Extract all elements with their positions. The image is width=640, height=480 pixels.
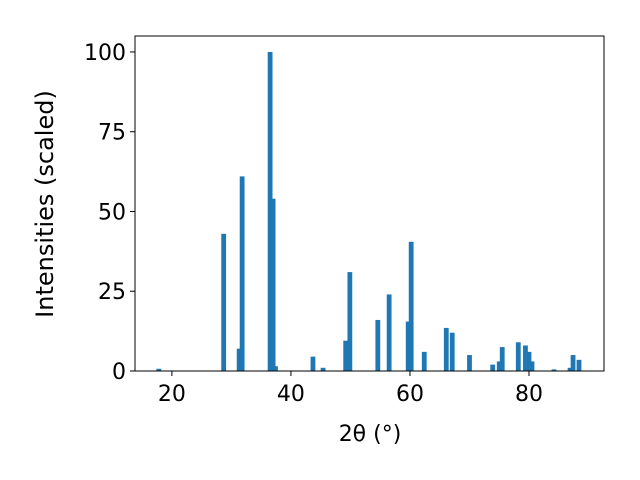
- y-tick-label: 25: [98, 280, 126, 305]
- x-axis-label: 2θ (°): [339, 422, 402, 447]
- x-tick-label: 20: [158, 382, 186, 407]
- bar: [526, 351, 532, 371]
- bar: [310, 356, 316, 371]
- bar: [570, 355, 576, 371]
- y-tick-label: 75: [98, 121, 126, 146]
- bar: [551, 369, 557, 371]
- bar: [529, 361, 535, 371]
- bar: [449, 332, 455, 371]
- bar: [236, 348, 242, 371]
- bar: [567, 367, 573, 371]
- bar: [156, 368, 162, 371]
- bar: [443, 327, 449, 371]
- y-tick-label: 100: [84, 41, 126, 66]
- y-axis-label: Intensities (scaled): [31, 90, 59, 318]
- x-tick-label: 60: [396, 382, 424, 407]
- bar: [343, 340, 349, 371]
- bar: [386, 294, 392, 371]
- bar: [347, 272, 353, 371]
- bar: [221, 233, 227, 371]
- bar: [421, 351, 427, 371]
- bar: [490, 364, 496, 371]
- bar: [239, 176, 245, 371]
- bar: [467, 355, 472, 371]
- bar: [499, 347, 505, 371]
- x-tick-label: 80: [515, 382, 543, 407]
- bar: [515, 342, 521, 371]
- bar: [320, 367, 326, 371]
- bar: [405, 321, 411, 371]
- bar: [273, 366, 278, 371]
- bar: [270, 198, 276, 371]
- bar: [523, 345, 528, 371]
- bar: [267, 51, 273, 371]
- bar: [576, 359, 582, 371]
- x-tick-label: 40: [277, 382, 305, 407]
- bar: [375, 319, 381, 371]
- bar: [496, 361, 502, 371]
- bar: [408, 241, 414, 371]
- y-tick-label: 0: [112, 360, 126, 385]
- plot-frame: [134, 35, 605, 372]
- y-tick-label: 50: [98, 200, 126, 225]
